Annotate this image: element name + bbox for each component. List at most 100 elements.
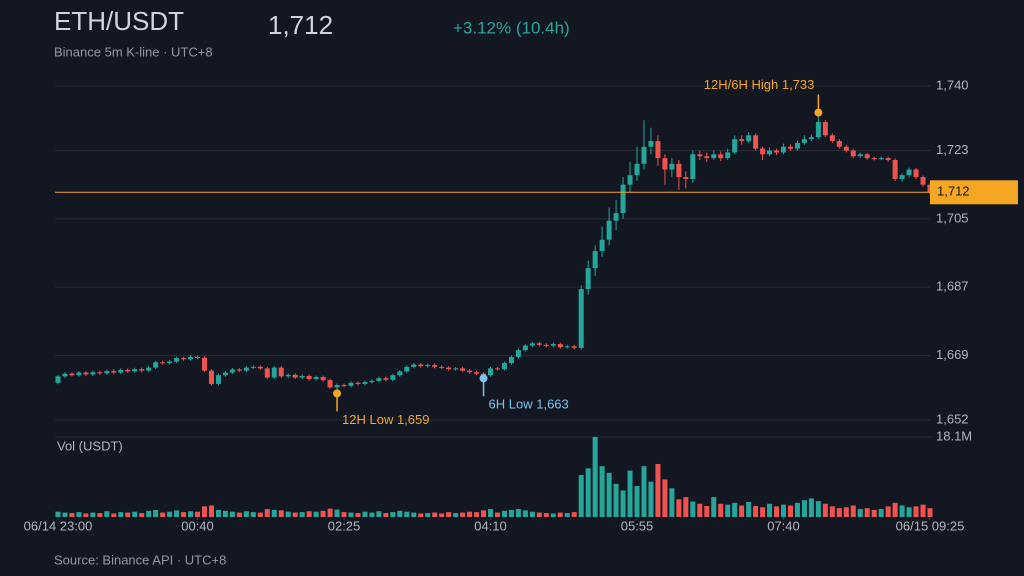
volume-bar [690, 501, 696, 517]
volume-bar [808, 498, 814, 517]
candle-body [474, 372, 480, 374]
candle-body [362, 382, 368, 384]
volume-bar [648, 481, 654, 517]
candle-body [571, 346, 577, 348]
candle-body [592, 251, 598, 269]
x-tick-label: 05:55 [621, 518, 654, 533]
candle-body [885, 158, 891, 161]
candle-body [704, 156, 710, 159]
volume-bar [655, 463, 661, 517]
y-tick-label: 1,669 [936, 347, 969, 362]
volume-bar [446, 512, 452, 517]
candle-body [160, 362, 166, 364]
price-tag-label: 1,712 [937, 184, 970, 199]
candle-body [774, 150, 780, 153]
candle-body [188, 356, 194, 360]
candle-body [404, 366, 410, 372]
candle-body [676, 163, 682, 178]
candle-body [780, 146, 787, 153]
volume-bar [460, 512, 466, 517]
volume-bar [920, 504, 926, 517]
volume-bar [815, 501, 821, 517]
candle-body [850, 150, 856, 157]
candle-body [488, 368, 494, 376]
annotation-marker [479, 374, 488, 383]
volume-bar [494, 512, 500, 517]
candle-body [669, 163, 675, 170]
volume-bar [760, 507, 766, 517]
volume-bar [564, 513, 570, 517]
volume-bar [299, 512, 305, 517]
annotation-label: 12H/6H High 1,733 [704, 77, 815, 92]
candle-body [243, 367, 249, 371]
candle-body [125, 369, 131, 372]
candle-body [501, 363, 507, 370]
volume-bar [481, 510, 487, 517]
volume-bar [146, 510, 152, 517]
volume-bar [822, 503, 828, 517]
volume-bar [327, 508, 333, 517]
volume-bar [222, 510, 228, 517]
candle-body [369, 380, 375, 383]
volume-bar [508, 509, 514, 517]
volume-bar [195, 511, 201, 517]
volume-bar [411, 512, 417, 517]
candle-body [794, 142, 800, 149]
volume-bar [599, 466, 605, 517]
candle-body [376, 378, 382, 381]
candle-body [564, 346, 570, 348]
volume-bar [62, 512, 68, 517]
volume-bar [243, 511, 249, 517]
volume-bar [292, 512, 298, 517]
volume-bar [627, 470, 633, 517]
candle-body [843, 146, 849, 151]
candle-body [801, 139, 807, 143]
volume-bar [250, 512, 256, 517]
volume-bar [697, 503, 703, 517]
volume-bar [362, 511, 368, 517]
volume-bar [474, 512, 480, 517]
candle-body [418, 364, 424, 367]
volume-bar [774, 506, 780, 517]
x-tick-label: 02:25 [328, 518, 361, 533]
candle-body [236, 369, 242, 371]
volume-bar [125, 512, 131, 517]
volume-bar [257, 512, 263, 517]
candle-body [146, 367, 152, 371]
volume-bar [341, 512, 347, 517]
volume-bar [718, 503, 724, 517]
volume-bar [160, 512, 166, 517]
candle-body [118, 369, 124, 373]
volume-bar [578, 475, 584, 517]
volume-bar [892, 502, 898, 517]
volume-bar [174, 510, 180, 517]
volume-bar [111, 513, 117, 517]
candle-body [711, 154, 717, 159]
volume-bar [634, 486, 640, 517]
annotation-marker [333, 389, 342, 398]
volume-bar [522, 510, 528, 517]
annotation-label: 6H Low 1,663 [489, 397, 569, 412]
candle-body [97, 372, 103, 374]
y-tick-label: 1,687 [936, 279, 969, 294]
candle-body [606, 220, 612, 240]
volume-bar [836, 508, 842, 517]
candle-body [201, 357, 208, 371]
volume-bar [585, 468, 591, 517]
candle-body [271, 367, 277, 378]
candle-body [913, 169, 919, 178]
candle-body [515, 350, 521, 357]
volume-bar [662, 479, 668, 517]
candle-body [139, 369, 145, 371]
volume-bar [536, 512, 542, 517]
volume-bar [376, 511, 382, 517]
x-tick-label: 06/14 23:00 [24, 518, 93, 533]
candle-body [760, 148, 766, 155]
volume-bar [801, 500, 807, 517]
candle-body [306, 375, 312, 380]
volume-bar [746, 501, 752, 517]
x-tick-label: 06/15 09:25 [896, 518, 965, 533]
candle-body [132, 369, 138, 372]
candle-body [494, 368, 500, 370]
volume-bar [501, 510, 507, 517]
